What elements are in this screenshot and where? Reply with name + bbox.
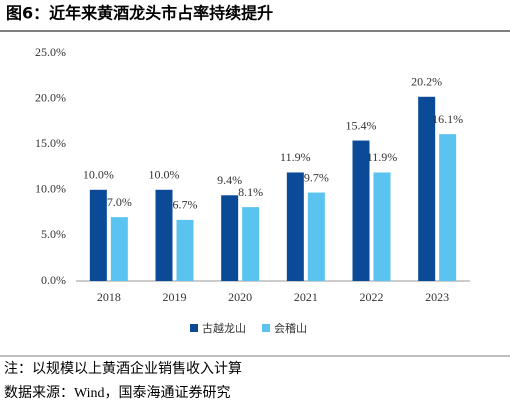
bar — [89, 189, 107, 281]
y-tick-label: 25.0% — [35, 45, 66, 59]
y-tick-label: 20.0% — [35, 90, 66, 104]
value-label: 9.4% — [217, 173, 242, 187]
value-label: 8.1% — [238, 185, 263, 199]
y-tick-label: 15.0% — [35, 136, 66, 150]
value-label: 7.0% — [107, 195, 132, 209]
legend-label: 古越龙山 — [202, 321, 246, 335]
source: 数据来源：Wind，国泰海通证券研究 — [4, 385, 231, 401]
y-tick-label: 0.0% — [41, 273, 66, 287]
x-tick-label: 2018 — [97, 290, 121, 304]
bar — [242, 207, 260, 281]
y-tick-label: 10.0% — [35, 182, 66, 196]
x-tick-label: 2022 — [360, 290, 384, 304]
value-label: 10.0% — [83, 168, 114, 182]
bar — [307, 192, 325, 281]
legend-swatch — [190, 324, 198, 332]
note: 注：以规模以上黄酒企业销售收入计算 — [4, 360, 242, 377]
value-label: 10.0% — [149, 168, 180, 182]
bar — [155, 189, 173, 281]
bar — [439, 134, 457, 281]
value-label: 11.9% — [367, 150, 398, 164]
y-tick-label: 5.0% — [41, 227, 66, 241]
value-label: 15.4% — [346, 118, 377, 132]
bar — [418, 96, 436, 281]
bar — [286, 172, 304, 281]
bar — [176, 219, 194, 281]
x-tick-label: 2021 — [294, 290, 318, 304]
value-label: 20.2% — [411, 75, 442, 89]
bar — [352, 140, 370, 281]
bar — [373, 172, 391, 281]
value-label: 6.7% — [173, 198, 198, 212]
value-label: 16.1% — [432, 112, 463, 126]
legend-label: 会稽山 — [274, 321, 307, 335]
x-tick-label: 2023 — [425, 290, 449, 304]
legend-swatch — [262, 324, 270, 332]
value-label: 9.7% — [304, 170, 329, 184]
value-label: 11.9% — [280, 150, 311, 164]
bar — [221, 195, 239, 281]
x-tick-label: 2020 — [228, 290, 252, 304]
x-tick-label: 2019 — [163, 290, 187, 304]
chart-title: 图6：近年来黄酒龙头市占率持续提升 — [6, 4, 273, 23]
bar — [110, 217, 128, 281]
